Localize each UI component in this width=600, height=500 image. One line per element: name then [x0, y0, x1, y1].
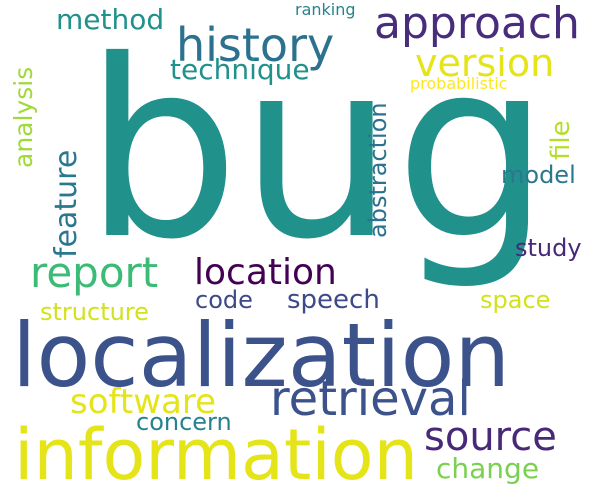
word-file: file	[546, 120, 576, 160]
word-space: space	[480, 286, 551, 314]
word-approach: approach	[374, 0, 580, 49]
word-version: version	[415, 41, 555, 85]
word-history: history	[176, 18, 335, 72]
word-technique: technique	[170, 53, 310, 86]
word-feature: feature	[49, 149, 84, 258]
word-abstraction: abstraction	[364, 102, 392, 238]
word-structure: structure	[40, 298, 149, 326]
word-source: source	[424, 414, 557, 460]
word-concern: concern	[136, 408, 232, 436]
word-code: code	[195, 286, 253, 314]
word-bug: bug	[84, 8, 551, 293]
word-model: model	[501, 161, 576, 189]
word-ranking: ranking	[295, 0, 356, 19]
word-study: study	[515, 234, 582, 262]
word-location: location	[194, 252, 337, 293]
word-analysis: analysis	[9, 66, 38, 168]
word-change: change	[436, 452, 540, 485]
word-information: information	[14, 414, 419, 496]
word-speech: speech	[287, 285, 380, 315]
word-retrieval: retrieval	[270, 371, 471, 427]
word-software: software	[70, 382, 217, 422]
word-method: method	[56, 3, 165, 36]
word-probabilistic: probabilistic	[410, 74, 508, 93]
word-localization: localization	[12, 304, 511, 407]
word-report: report	[30, 248, 159, 297]
